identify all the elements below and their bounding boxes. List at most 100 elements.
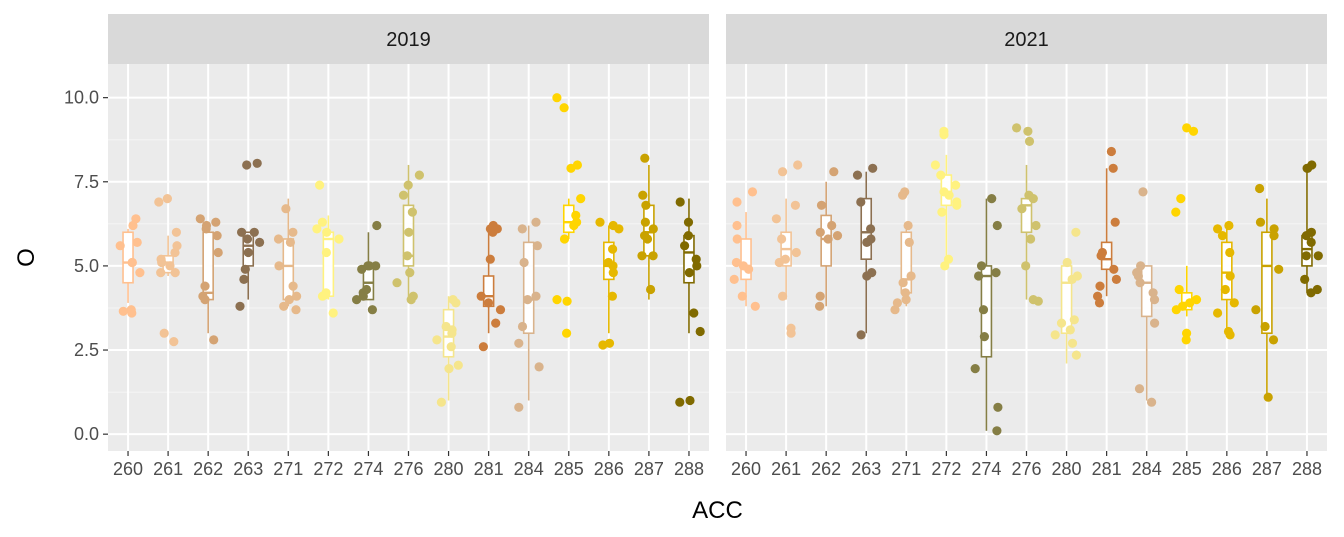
data-point bbox=[1306, 237, 1316, 247]
data-point bbox=[361, 284, 372, 295]
data-point bbox=[237, 227, 247, 237]
data-point bbox=[816, 200, 827, 210]
data-point bbox=[1065, 325, 1075, 335]
data-point bbox=[453, 360, 463, 370]
data-point bbox=[446, 342, 456, 352]
data-point bbox=[1024, 136, 1035, 146]
data-point bbox=[240, 264, 250, 274]
data-point bbox=[407, 207, 417, 217]
data-point bbox=[1181, 335, 1191, 345]
data-point bbox=[1097, 247, 1107, 258]
data-point bbox=[979, 332, 990, 342]
data-point bbox=[531, 291, 541, 301]
data-point bbox=[640, 231, 650, 241]
data-point bbox=[978, 305, 989, 315]
data-point bbox=[169, 337, 179, 347]
data-point bbox=[1223, 326, 1234, 337]
x-tick-label: 284 bbox=[514, 459, 544, 479]
x-tick-label: 272 bbox=[931, 459, 961, 479]
data-point bbox=[680, 241, 690, 251]
data-point bbox=[491, 318, 501, 328]
data-point bbox=[1150, 318, 1160, 328]
data-point bbox=[402, 251, 412, 261]
group-272 bbox=[312, 180, 344, 318]
group-272 bbox=[930, 126, 962, 271]
data-point bbox=[126, 305, 136, 315]
data-point bbox=[974, 271, 984, 281]
data-point bbox=[937, 207, 947, 217]
data-point bbox=[131, 214, 141, 224]
data-point bbox=[608, 268, 618, 278]
data-point bbox=[732, 220, 742, 231]
data-point bbox=[1138, 187, 1148, 197]
data-point bbox=[285, 237, 295, 247]
x-tick-label: 286 bbox=[1212, 459, 1242, 479]
data-point bbox=[771, 214, 782, 224]
data-point bbox=[1225, 247, 1235, 258]
data-point bbox=[517, 321, 528, 332]
group-287 bbox=[637, 153, 658, 300]
data-point bbox=[371, 261, 381, 271]
x-tick-label: 276 bbox=[1011, 459, 1041, 479]
y-tick-label: 7.5 bbox=[74, 172, 99, 192]
data-point bbox=[970, 364, 980, 374]
data-point bbox=[791, 247, 801, 258]
data-point bbox=[641, 200, 651, 210]
data-point bbox=[165, 261, 175, 271]
data-point bbox=[692, 261, 702, 271]
group-271 bbox=[273, 198, 302, 315]
data-point bbox=[235, 301, 245, 311]
data-point bbox=[1026, 234, 1036, 244]
data-point bbox=[242, 160, 252, 170]
data-point bbox=[519, 257, 529, 268]
group-276 bbox=[1012, 123, 1043, 306]
data-point bbox=[405, 268, 415, 278]
data-point bbox=[1255, 217, 1266, 227]
data-point bbox=[1182, 123, 1192, 133]
data-point bbox=[750, 301, 760, 311]
data-point bbox=[572, 217, 582, 227]
data-point bbox=[559, 103, 569, 113]
data-point bbox=[552, 295, 562, 305]
x-tick-label: 271 bbox=[273, 459, 303, 479]
data-point bbox=[675, 197, 685, 207]
data-point bbox=[1171, 207, 1181, 217]
data-point bbox=[900, 288, 911, 298]
y-axis: 0.0 2.5 5.0 7.5 10.0 bbox=[64, 88, 108, 444]
data-point bbox=[993, 402, 1003, 412]
data-point bbox=[1134, 384, 1145, 394]
data-point bbox=[243, 247, 253, 258]
data-point bbox=[315, 180, 325, 190]
data-point bbox=[213, 247, 223, 258]
group-287 bbox=[1251, 183, 1284, 402]
data-point bbox=[132, 237, 142, 247]
y-tick-label: 0.0 bbox=[74, 424, 99, 444]
group-281 bbox=[476, 220, 506, 352]
data-point bbox=[1174, 284, 1184, 295]
box bbox=[1261, 231, 1273, 335]
data-point bbox=[239, 274, 249, 284]
data-point bbox=[943, 254, 954, 264]
x-tick-label: 280 bbox=[1052, 459, 1082, 479]
group-262 bbox=[815, 167, 843, 311]
group-274 bbox=[352, 220, 382, 315]
group-263 bbox=[852, 163, 878, 340]
x-tick-label: 260 bbox=[731, 459, 761, 479]
data-point bbox=[562, 328, 572, 338]
data-point bbox=[1300, 274, 1310, 284]
y-tick-label: 10.0 bbox=[64, 88, 99, 108]
data-point bbox=[249, 227, 259, 237]
data-point bbox=[1306, 227, 1316, 237]
data-point bbox=[827, 220, 837, 231]
x-tick-label: 260 bbox=[113, 459, 143, 479]
data-point bbox=[209, 335, 219, 345]
data-point bbox=[930, 160, 941, 170]
data-point bbox=[200, 281, 210, 291]
data-point bbox=[640, 153, 650, 163]
data-point bbox=[1012, 123, 1022, 133]
data-point bbox=[404, 227, 414, 237]
data-point bbox=[1229, 298, 1239, 308]
group-288 bbox=[1300, 160, 1323, 298]
data-point bbox=[483, 298, 494, 308]
